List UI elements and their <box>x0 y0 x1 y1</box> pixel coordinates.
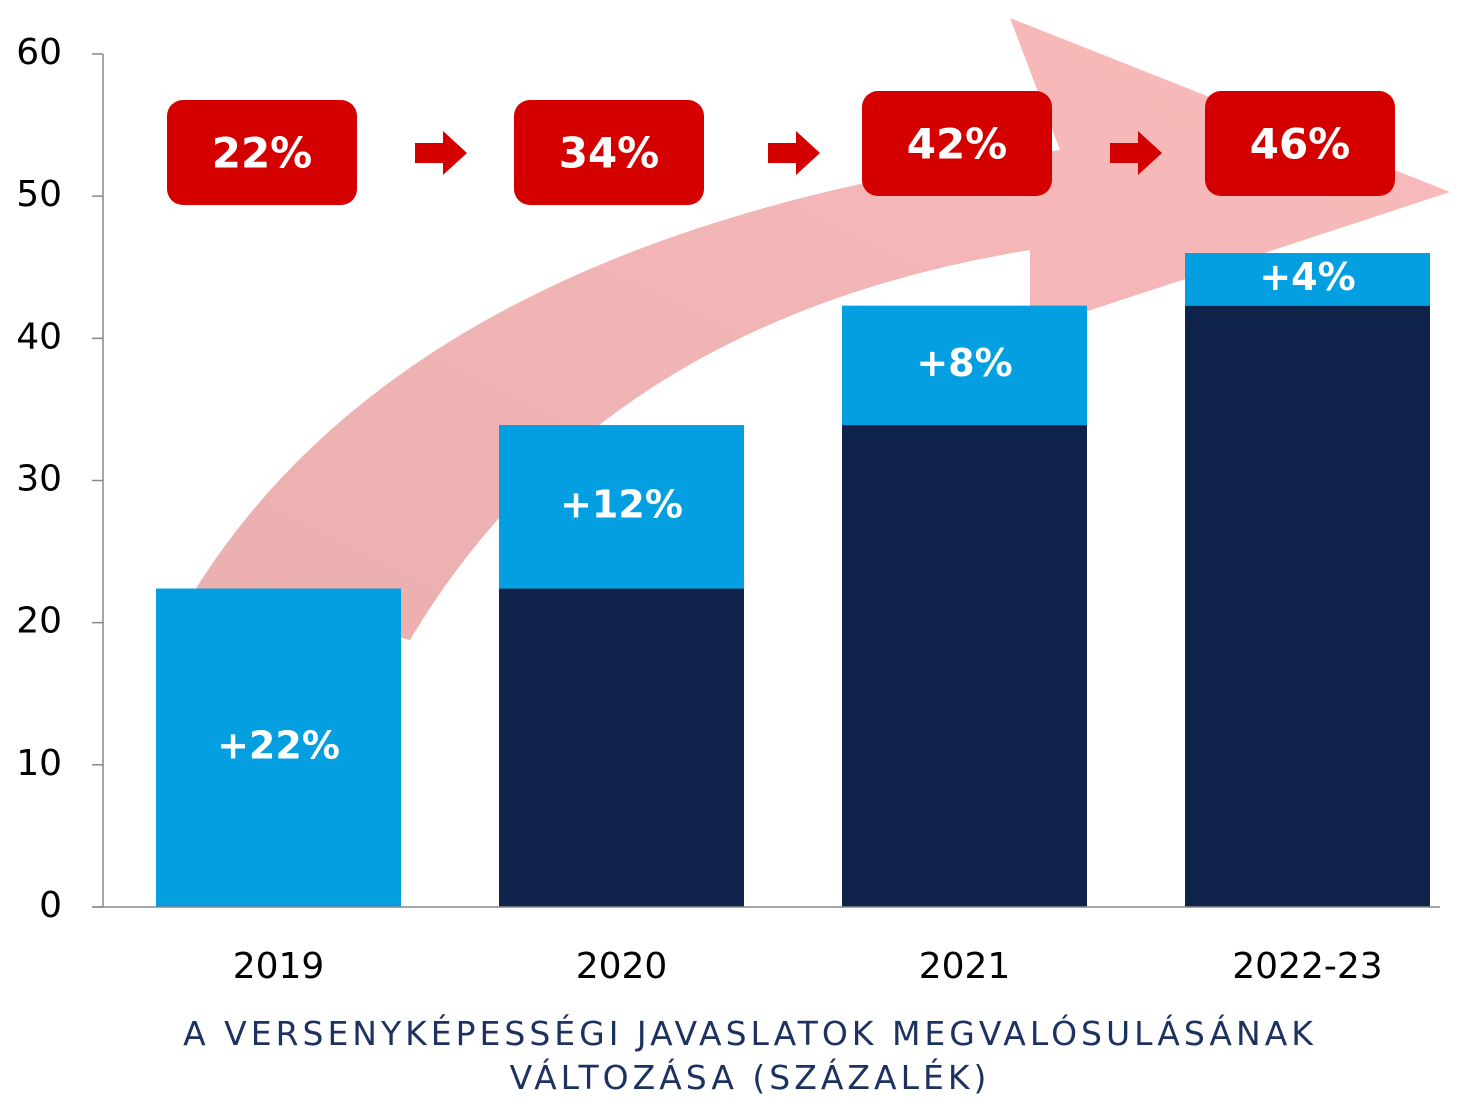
annotation-box <box>862 91 1052 196</box>
value-label: +12% <box>560 482 683 526</box>
y-tick-label: 0 <box>39 885 62 926</box>
x-tick-label: 2022-23 <box>1232 946 1382 987</box>
step-arrows <box>415 131 1162 175</box>
annotation: 46% <box>1250 120 1351 169</box>
bar-segment <box>1185 253 1430 306</box>
annotation: 34% <box>559 129 660 178</box>
bar-segment <box>842 425 1087 907</box>
bar-segment <box>499 588 744 907</box>
annotation: 42% <box>907 120 1008 169</box>
y-tick-label: 40 <box>16 316 62 357</box>
annotation-box <box>167 100 357 205</box>
bar-segment <box>1185 305 1430 907</box>
x-axis-label: A VERSENYKÉPESSÉGI JAVASLATOK MEGVALÓSUL… <box>183 1014 1317 1097</box>
y-tick-label: 60 <box>16 32 62 73</box>
bar-segment <box>842 305 1087 426</box>
x-tick-label: 2020 <box>576 946 668 987</box>
x-tick-label: 2019 <box>233 946 325 987</box>
value-label: +4% <box>1259 255 1355 299</box>
bar-segment <box>499 425 744 589</box>
y-tick-label: 30 <box>16 459 62 500</box>
value-label: +8% <box>916 341 1012 385</box>
annotation-box <box>1205 91 1395 196</box>
y-tick-label: 20 <box>16 601 62 642</box>
annotation: 22% <box>212 129 313 178</box>
x-tick-label: 2021 <box>919 946 1011 987</box>
bar-segment <box>156 588 401 907</box>
annotation-box <box>514 100 704 205</box>
y-tick-label: 50 <box>16 174 62 215</box>
value-label: +22% <box>217 723 340 767</box>
y-tick-label: 10 <box>16 743 62 784</box>
